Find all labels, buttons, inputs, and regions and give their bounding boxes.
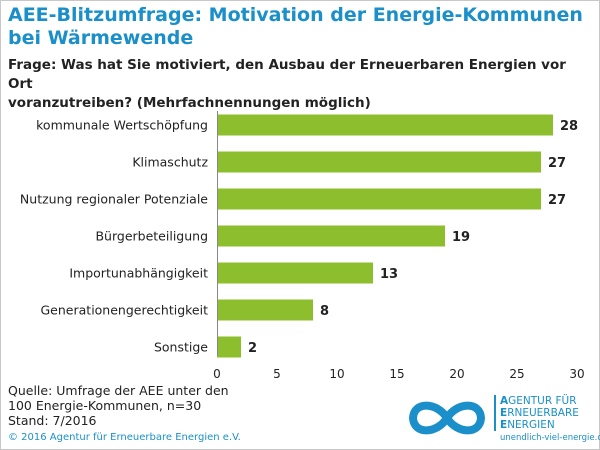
x-tick-label: 0 — [213, 367, 221, 381]
logo-initial-e1: E — [500, 407, 508, 419]
x-tick-label: 10 — [329, 367, 344, 381]
bar — [217, 188, 541, 210]
category-label: Klimaschutz — [132, 155, 208, 170]
logo-line-1: GENTUR FÜR — [508, 395, 577, 407]
source-line-2: 100 Energie-Kommunen, n=30 — [8, 398, 202, 413]
source-line-1: Quelle: Umfrage der AEE unter den — [8, 383, 229, 398]
category-label: Sonstige — [154, 340, 208, 355]
value-label: 28 — [560, 119, 578, 134]
x-tick-label: 25 — [509, 367, 524, 381]
chart-title-line-1: AEE-Blitzumfrage: Motivation der Energie… — [8, 4, 583, 26]
infinity-logo-icon — [408, 401, 486, 435]
x-tick-label: 30 — [569, 367, 584, 381]
logo-divider — [494, 395, 496, 431]
source-note: Quelle: Umfrage der AEE unter den 100 En… — [8, 383, 308, 428]
category-label: Generationengerechtigkeit — [41, 303, 209, 318]
chart-title: AEE-Blitzumfrage: Motivation der Energie… — [8, 4, 593, 50]
logo-url: unendlich-viel-energie.de — [500, 433, 600, 443]
value-label: 8 — [320, 304, 329, 319]
logo-initial-a: A — [500, 395, 509, 407]
logo-line-2: RNEUERBARE — [507, 407, 579, 419]
category-label: Nutzung regionaler Potenziale — [20, 192, 208, 207]
category-label: Importunabhängigkeit — [69, 266, 208, 281]
bar — [217, 225, 445, 247]
value-label: 27 — [548, 193, 566, 208]
logo-initial-e2: E — [500, 419, 508, 431]
source-line-3: Stand: 7/2016 — [8, 413, 97, 428]
category-label: kommunale Wertschöpfung — [36, 118, 208, 133]
x-tick-label: 5 — [273, 367, 281, 381]
bar — [217, 151, 541, 173]
x-tick-label: 15 — [389, 367, 404, 381]
value-label: 27 — [548, 156, 566, 171]
chart-subtitle-line-1: Frage: Was hat Sie motiviert, den Ausbau… — [8, 57, 566, 92]
bar — [217, 299, 313, 321]
logo-line-3: NERGIEN — [507, 419, 555, 431]
x-tick-label: 20 — [449, 367, 464, 381]
bar — [217, 114, 553, 136]
logo-wordmark: AGENTUR FÜR ERNEUERBARE ENERGIEN — [500, 395, 579, 431]
value-label: 19 — [452, 230, 470, 245]
chart-subtitle-line-2: voranzutreiben? (Mehrfachnennungen mögli… — [8, 95, 371, 111]
bar — [217, 262, 373, 284]
copyright-notice: © 2016 Agentur für Erneuerbare Energien … — [8, 432, 241, 443]
value-label: 2 — [248, 341, 257, 356]
chart-title-line-2: bei Wärmewende — [8, 27, 194, 49]
value-label: 13 — [380, 267, 398, 282]
aee-logo: AGENTUR FÜR ERNEUERBARE ENERGIEN unendli… — [404, 393, 600, 445]
bar — [217, 336, 241, 358]
chart-subtitle: Frage: Was hat Sie motiviert, den Ausbau… — [8, 56, 593, 113]
category-label: Bürgerbeteiligung — [95, 229, 208, 244]
